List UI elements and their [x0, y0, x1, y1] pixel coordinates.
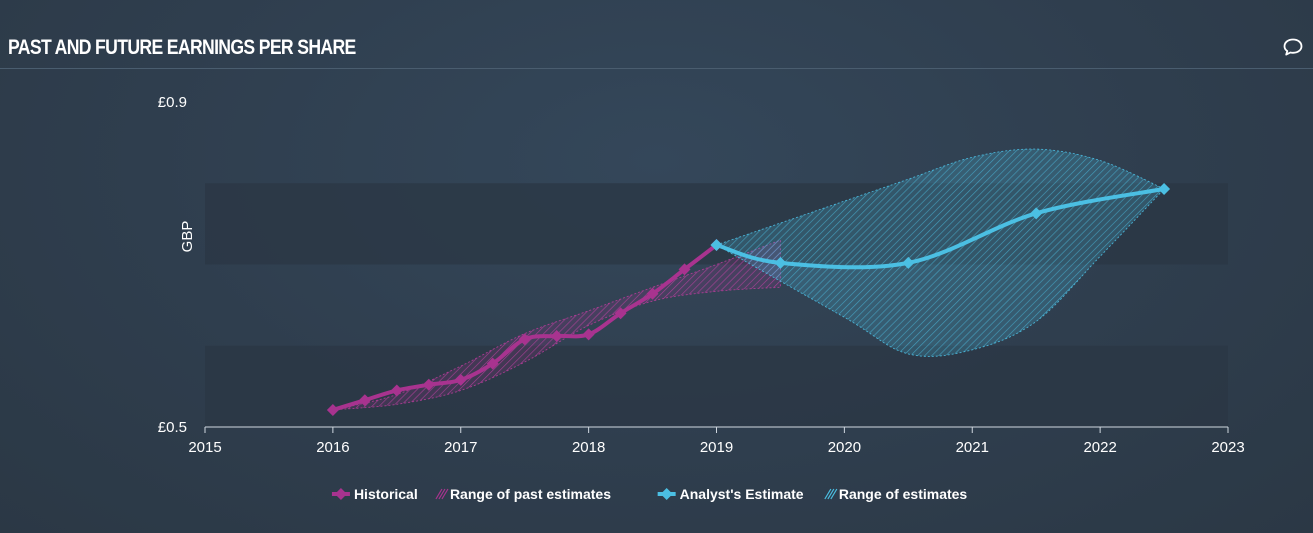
x-tick-label: 2015 — [188, 439, 221, 456]
legend-item-range-of-past-estimates[interactable]: Range of past estimates — [435, 486, 611, 502]
analyst-estimate-point[interactable] — [902, 256, 915, 269]
legend-label: Historical — [354, 486, 418, 502]
x-tick-label: 2020 — [828, 439, 861, 456]
chart-header: PAST AND FUTURE EARNINGS PER SHARE — [0, 0, 1313, 69]
axes: 2015 2016 2017 2018 2019 2020 2021 2022 2023 £0.9… — [158, 94, 1245, 456]
legend-label: Range of estimates — [839, 486, 968, 502]
legend-hatch-swatch — [435, 488, 449, 500]
analyst-estimate-point[interactable] — [1030, 207, 1043, 220]
y-tick-label: £0.5 — [158, 419, 187, 436]
x-tick-label: 2023 — [1211, 439, 1244, 456]
historical-point[interactable] — [422, 378, 435, 391]
x-tick-label: 2021 — [956, 439, 989, 456]
legend-item-range-of-estimates[interactable]: Range of estimates — [824, 486, 968, 502]
x-tick-label: 2017 — [444, 439, 477, 456]
legend-diamond-swatch — [334, 488, 347, 500]
historical-point[interactable] — [582, 328, 595, 341]
historical-point[interactable] — [486, 357, 499, 370]
legend-item-historical[interactable]: Historical — [331, 486, 418, 502]
legend-diamond-swatch — [660, 488, 673, 500]
historical-point[interactable] — [390, 384, 403, 397]
analyst-estimate-line — [714, 186, 1167, 270]
legend: Historical Range of past estimates Analyst… — [331, 486, 968, 502]
x-tick-label: 2022 — [1083, 439, 1116, 456]
analyst-estimate-point[interactable] — [774, 256, 787, 269]
x-tick-label: 2019 — [700, 439, 733, 456]
chart-title: PAST AND FUTURE EARNINGS PER SHARE — [8, 36, 356, 59]
x-tick-label: 2016 — [316, 439, 349, 456]
historical-point[interactable] — [326, 403, 339, 416]
series-markers — [326, 182, 1171, 416]
background-band — [205, 345, 1228, 427]
x-tick-label: 2018 — [572, 439, 605, 456]
historical-point[interactable] — [454, 373, 467, 386]
historical-point[interactable] — [614, 307, 627, 320]
legend-label: Range of past estimates — [450, 486, 611, 502]
historical-point[interactable] — [358, 394, 371, 407]
historical-point[interactable] — [646, 287, 659, 300]
analyst-estimate-point[interactable] — [710, 239, 723, 251]
legend-hatch-swatch — [824, 488, 838, 500]
speech-bubble-icon[interactable] — [1282, 36, 1304, 58]
y-axis-label: GBP — [179, 221, 196, 253]
analyst-estimate-point[interactable] — [1158, 182, 1171, 195]
legend-label: Analyst's Estimate — [680, 486, 804, 502]
y-tick-label: £0.9 — [158, 94, 187, 111]
historical-point[interactable] — [518, 333, 531, 346]
historical-point[interactable] — [550, 330, 563, 342]
historical-point[interactable] — [678, 263, 691, 276]
legend-item-analyst-s-estimate[interactable]: Analyst's Estimate — [657, 486, 804, 502]
